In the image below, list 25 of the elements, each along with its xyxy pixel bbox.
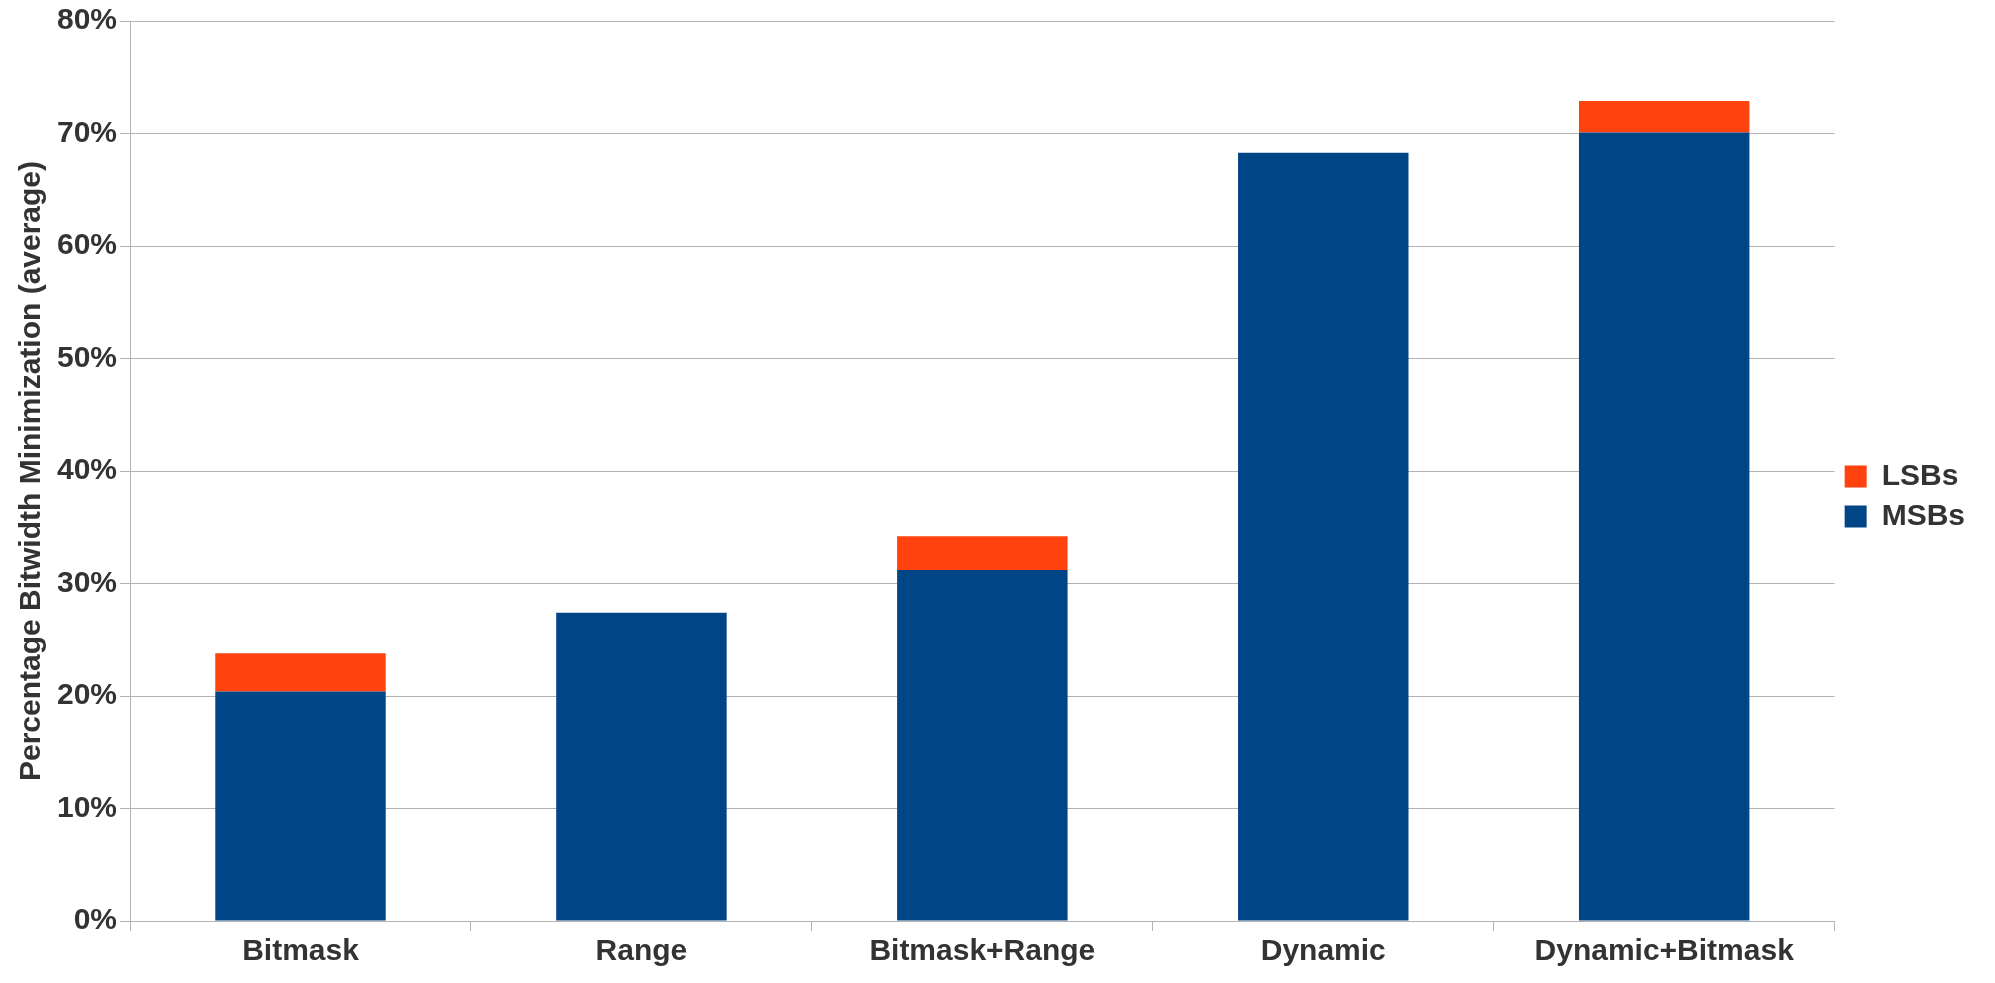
bar: [1578, 100, 1750, 133]
y-tick-label: 20%: [57, 677, 118, 711]
y-axis-title: Percentage Bitwidth Minimization (average): [13, 160, 47, 782]
bar: [1578, 132, 1750, 921]
y-tick-label: 50%: [57, 339, 118, 373]
x-tick-label: Dynamic: [1260, 933, 1386, 967]
y-tick-label: 60%: [57, 227, 118, 261]
x-tick-label: Range: [595, 933, 688, 967]
y-tick-label: 0%: [73, 902, 118, 936]
bar: [897, 536, 1068, 570]
x-tick-label: Dynamic+Bitmask: [1534, 933, 1795, 967]
legend-label: LSBs: [1881, 457, 1959, 491]
bar: [1238, 152, 1409, 921]
x-tick-label: Bitmask+Range: [869, 933, 1096, 967]
legend-label: MSBs: [1881, 497, 1966, 531]
y-tick-label: 10%: [57, 789, 118, 823]
y-tick-label: 40%: [57, 452, 118, 486]
y-tick-label: 70%: [57, 114, 118, 148]
bar: [215, 691, 386, 921]
x-tick-label: Bitmask: [242, 933, 360, 967]
bar: [556, 612, 727, 921]
bar: [897, 570, 1068, 921]
y-tick-label: 30%: [57, 564, 118, 598]
bar: [215, 653, 386, 692]
y-tick-label: 80%: [57, 2, 118, 36]
